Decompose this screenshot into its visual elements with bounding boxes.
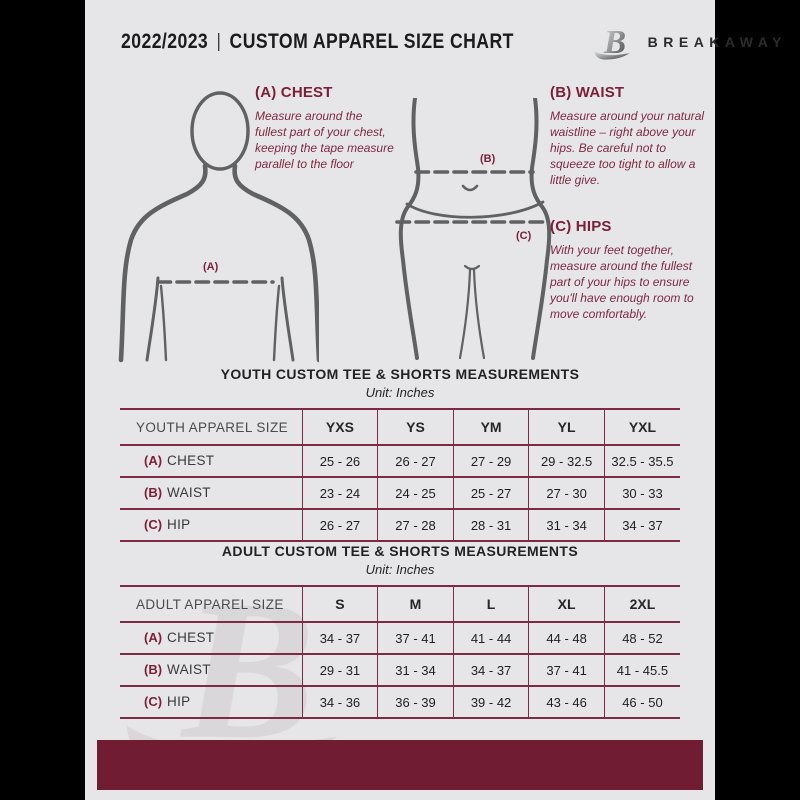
- chest-body: Measure around the fullest part of your …: [255, 109, 394, 171]
- cell-value: 41 - 45.5: [603, 654, 680, 686]
- row-name: CHEST: [167, 453, 215, 468]
- size-col-yxs: YXS: [301, 409, 378, 445]
- waist-line-label: (B): [480, 153, 496, 165]
- chest-line-label: (A): [203, 261, 219, 273]
- adult-table-title: ADULT CUSTOM TEE & SHORTS MEASUREMENTS: [221, 543, 579, 559]
- title-text: CUSTOM APPAREL SIZE CHART: [229, 30, 514, 53]
- cell-value: 36 - 39: [377, 686, 454, 718]
- adult-size-table: ADULT APPAREL SIZE S M L XL 2XL (A) CHEST…: [120, 585, 680, 719]
- cell-value: 46 - 50: [603, 686, 680, 718]
- row-prefix: (B): [144, 662, 163, 677]
- cell-value: 24 - 25: [377, 477, 454, 509]
- size-col-2xl: 2XL: [603, 586, 680, 622]
- adult-table-section: ADULT CUSTOM TEE & SHORTS MEASUREMENTS U…: [85, 543, 715, 719]
- title-separator: |: [216, 31, 222, 52]
- waist-body: Measure around your natural waistline – …: [550, 109, 705, 187]
- size-col-yl: YL: [528, 409, 605, 445]
- chest-heading: (A) CHEST: [255, 84, 333, 101]
- breakaway-logo-icon: B: [594, 24, 630, 61]
- row-prefix: (C): [144, 517, 163, 532]
- table-row-waist: (B) WAIST 23 - 24 24 - 25 25 - 27 27 - 30…: [120, 477, 680, 509]
- cell-value: 29 - 31: [301, 654, 378, 686]
- row-prefix: (C): [144, 694, 163, 709]
- page-title: 2022/2023 | CUSTOM APPAREL SIZE CHART: [121, 30, 514, 54]
- cell-value: 43 - 46: [528, 686, 605, 718]
- cell-value: 48 - 52: [603, 622, 680, 654]
- hips-instructions: (C) HIPS With your feet together, measur…: [550, 218, 708, 323]
- size-col-l: L: [452, 586, 529, 622]
- cell-value: 26 - 27: [377, 445, 454, 477]
- table-header-row: YOUTH APPAREL SIZE YXS YS YM YL YXL: [120, 409, 680, 445]
- cell-value: 26 - 27: [301, 509, 378, 541]
- adult-size-header: ADULT APPAREL SIZE: [136, 596, 284, 612]
- hips-body: With your feet together, measure around …: [550, 243, 694, 321]
- row-name: CHEST: [167, 630, 215, 645]
- size-col-m: M: [377, 586, 454, 622]
- cell-value: 34 - 37: [603, 509, 680, 541]
- table-header-row: ADULT APPAREL SIZE S M L XL 2XL: [120, 586, 680, 622]
- cell-value: 39 - 42: [452, 686, 529, 718]
- cell-value: 29 - 32.5: [528, 445, 605, 477]
- row-prefix: (B): [144, 485, 163, 500]
- cell-value: 27 - 30: [528, 477, 605, 509]
- hip-line-label: (C): [516, 230, 532, 242]
- cell-value: 28 - 31: [452, 509, 529, 541]
- table-row-waist: (B) WAIST 29 - 31 31 - 34 34 - 37 37 - 41…: [120, 654, 680, 686]
- row-name: WAIST: [167, 662, 211, 677]
- row-name: HIP: [167, 694, 191, 709]
- size-col-ys: YS: [377, 409, 454, 445]
- youth-table-title: YOUTH CUSTOM TEE & SHORTS MEASUREMENTS: [220, 366, 580, 382]
- cell-value: 34 - 36: [301, 686, 378, 718]
- waist-hip-diagram: (B) (C): [395, 98, 552, 360]
- chest-diagram: (A): [118, 91, 319, 363]
- cell-value: 44 - 48: [528, 622, 605, 654]
- cell-value: 37 - 41: [528, 654, 605, 686]
- youth-size-table: YOUTH APPAREL SIZE YXS YS YM YL YXL (A) C…: [120, 408, 680, 542]
- size-col-yxl: YXL: [603, 409, 680, 445]
- cell-value: 41 - 44: [452, 622, 529, 654]
- size-col-xl: XL: [528, 586, 605, 622]
- footer-bar: [97, 740, 703, 790]
- youth-table-unit: Unit: Inches: [365, 385, 435, 400]
- cell-value: 31 - 34: [528, 509, 605, 541]
- cell-value: 30 - 33: [603, 477, 680, 509]
- cell-value: 37 - 41: [377, 622, 454, 654]
- brand: B BREAKAWAY: [589, 22, 787, 62]
- svg-text:B: B: [602, 24, 625, 61]
- hips-heading: (C) HIPS: [550, 218, 612, 235]
- season-label: 2022/2023: [121, 30, 209, 53]
- cell-value: 25 - 26: [301, 445, 378, 477]
- row-name: HIP: [167, 517, 191, 532]
- waist-instructions: (B) WAIST Measure around your natural wa…: [550, 84, 708, 189]
- waist-heading: (B) WAIST: [550, 84, 625, 101]
- cell-value: 27 - 29: [452, 445, 529, 477]
- table-row-chest: (A) CHEST 34 - 37 37 - 41 41 - 44 44 - 48…: [120, 622, 680, 654]
- cell-value: 25 - 27: [452, 477, 529, 509]
- brand-name: BREAKAWAY: [647, 34, 787, 50]
- row-name: WAIST: [167, 485, 211, 500]
- cell-value: 34 - 37: [301, 622, 378, 654]
- adult-table-unit: Unit: Inches: [365, 562, 435, 577]
- size-col-ym: YM: [452, 409, 529, 445]
- cell-value: 32.5 - 35.5: [603, 445, 680, 477]
- youth-table-section: YOUTH CUSTOM TEE & SHORTS MEASUREMENTS U…: [85, 366, 715, 542]
- header: 2022/2023 | CUSTOM APPAREL SIZE CHART B: [85, 20, 781, 64]
- cell-value: 34 - 37: [452, 654, 529, 686]
- row-prefix: (A): [144, 630, 163, 645]
- table-row-chest: (A) CHEST 25 - 26 26 - 27 27 - 29 29 - 32…: [120, 445, 680, 477]
- cell-value: 27 - 28: [377, 509, 454, 541]
- chest-instructions: (A) CHEST Measure around the fullest par…: [255, 84, 395, 173]
- table-row-hip: (C) HIP 34 - 36 36 - 39 39 - 42 43 - 46 4…: [120, 686, 680, 718]
- flyer-page: B 2022/2023 | CUSTOM APPAREL SIZE CHART: [85, 0, 781, 800]
- cell-value: 23 - 24: [301, 477, 378, 509]
- table-row-hip: (C) HIP 26 - 27 27 - 28 28 - 31 31 - 34 3…: [120, 509, 680, 541]
- row-prefix: (A): [144, 453, 163, 468]
- youth-size-header: YOUTH APPAREL SIZE: [136, 419, 288, 435]
- size-col-s: S: [301, 586, 378, 622]
- cell-value: 31 - 34: [377, 654, 454, 686]
